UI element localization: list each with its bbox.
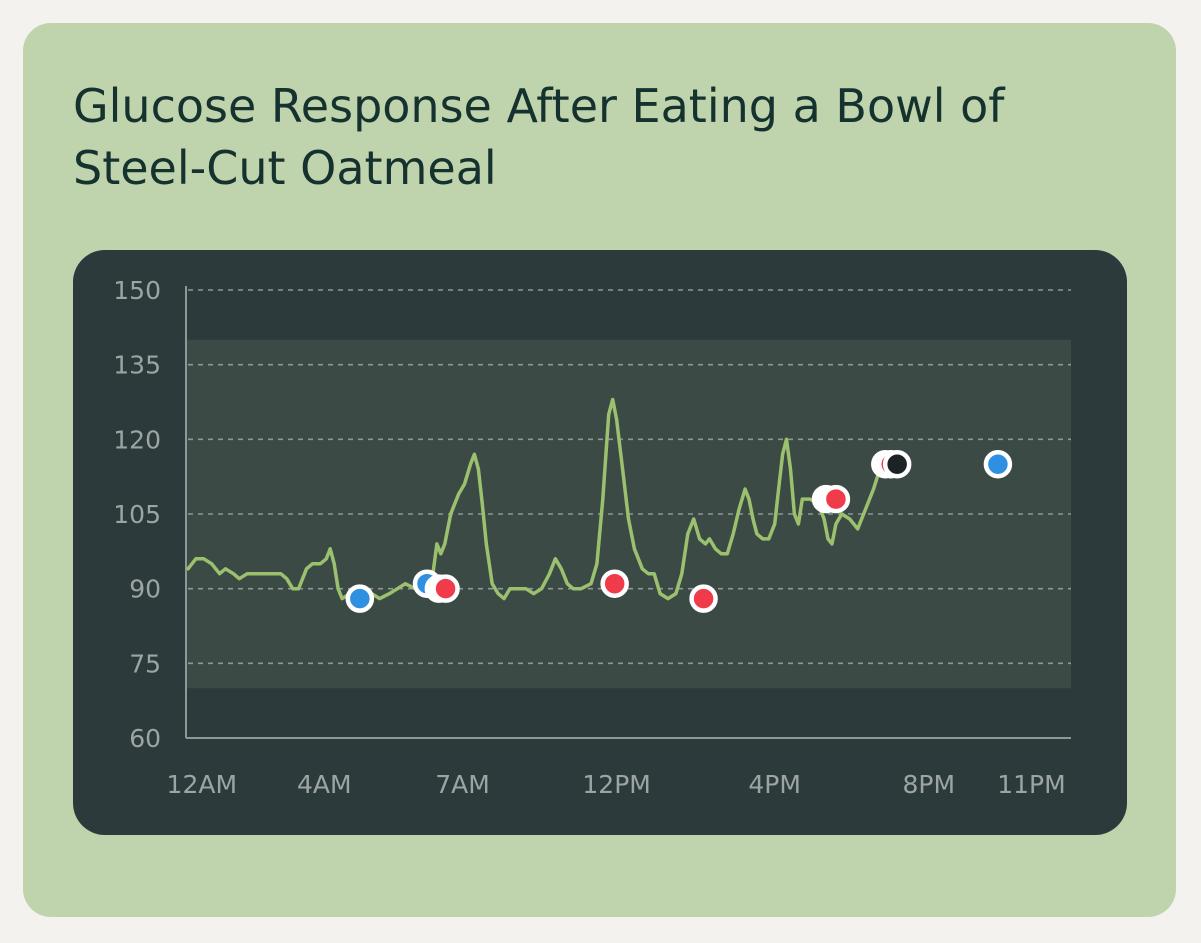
event-marker [689,584,718,613]
y-tick-label: 90 [129,575,161,604]
event-marker [821,484,851,514]
y-tick-label: 135 [113,351,161,380]
event-marker [600,569,629,598]
x-tick-label: 4PM [748,770,801,799]
event-marker [983,449,1013,479]
chart-title: Glucose Response After Eating a Bowl of … [73,79,1005,195]
x-tick-label: 7AM [435,770,490,799]
y-tick-label: 105 [113,500,161,529]
chart-card: Glucose Response After Eating a Bowl of … [23,23,1176,917]
glucose-line [186,397,884,601]
x-tick-label: 11PM [997,770,1065,799]
x-tick-label: 4AM [297,770,352,799]
event-marker [882,449,912,479]
y-tick-label: 75 [129,649,161,678]
x-tick-label: 12PM [582,770,650,799]
y-tick-label: 60 [129,724,161,753]
event-marker [431,574,460,603]
y-tick-label: 150 [113,276,161,305]
event-marker [345,584,375,613]
x-tick-label: 8PM [902,770,955,799]
y-tick-label: 120 [113,425,161,454]
x-tick-label: 12AM [167,770,237,799]
chart-panel: 150 135 120 105 90 75 60 12AM 4AM 7AM 12PM 4PM 8PM 11… [73,250,1127,835]
